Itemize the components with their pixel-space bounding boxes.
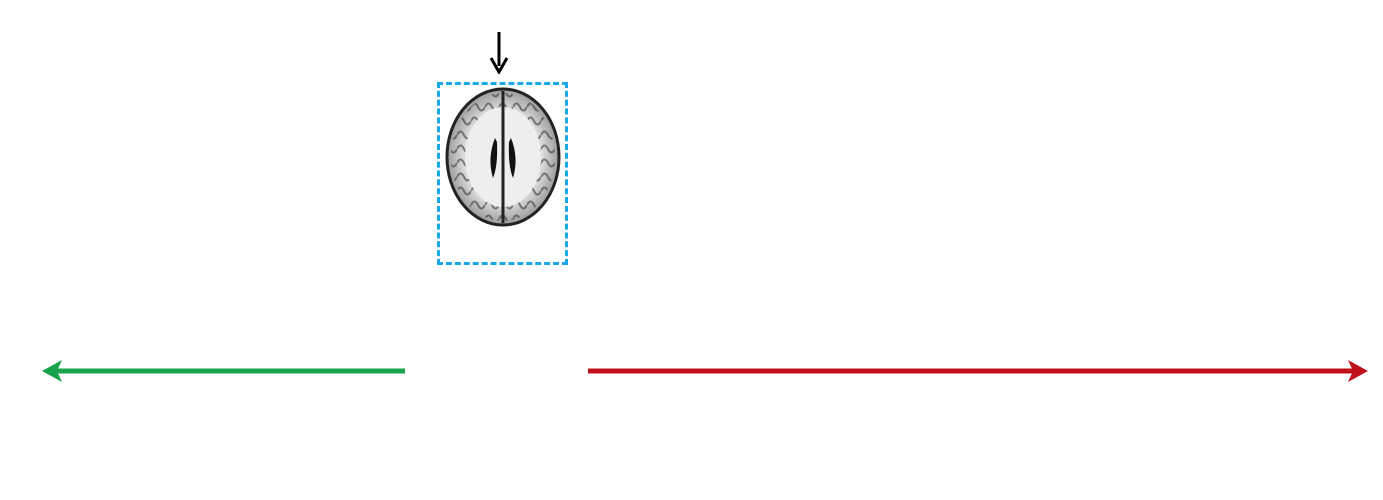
past-age-arrow	[42, 360, 405, 382]
figure-caption	[0, 440, 1383, 477]
future-age-arrow	[588, 360, 1368, 382]
down-arrow-icon	[489, 32, 509, 74]
row-label-age	[13, 335, 43, 395]
input-brain-image	[445, 87, 561, 227]
input-image-box	[437, 82, 568, 265]
row-label-generated	[17, 71, 47, 111]
row-label-difference	[17, 201, 47, 281]
